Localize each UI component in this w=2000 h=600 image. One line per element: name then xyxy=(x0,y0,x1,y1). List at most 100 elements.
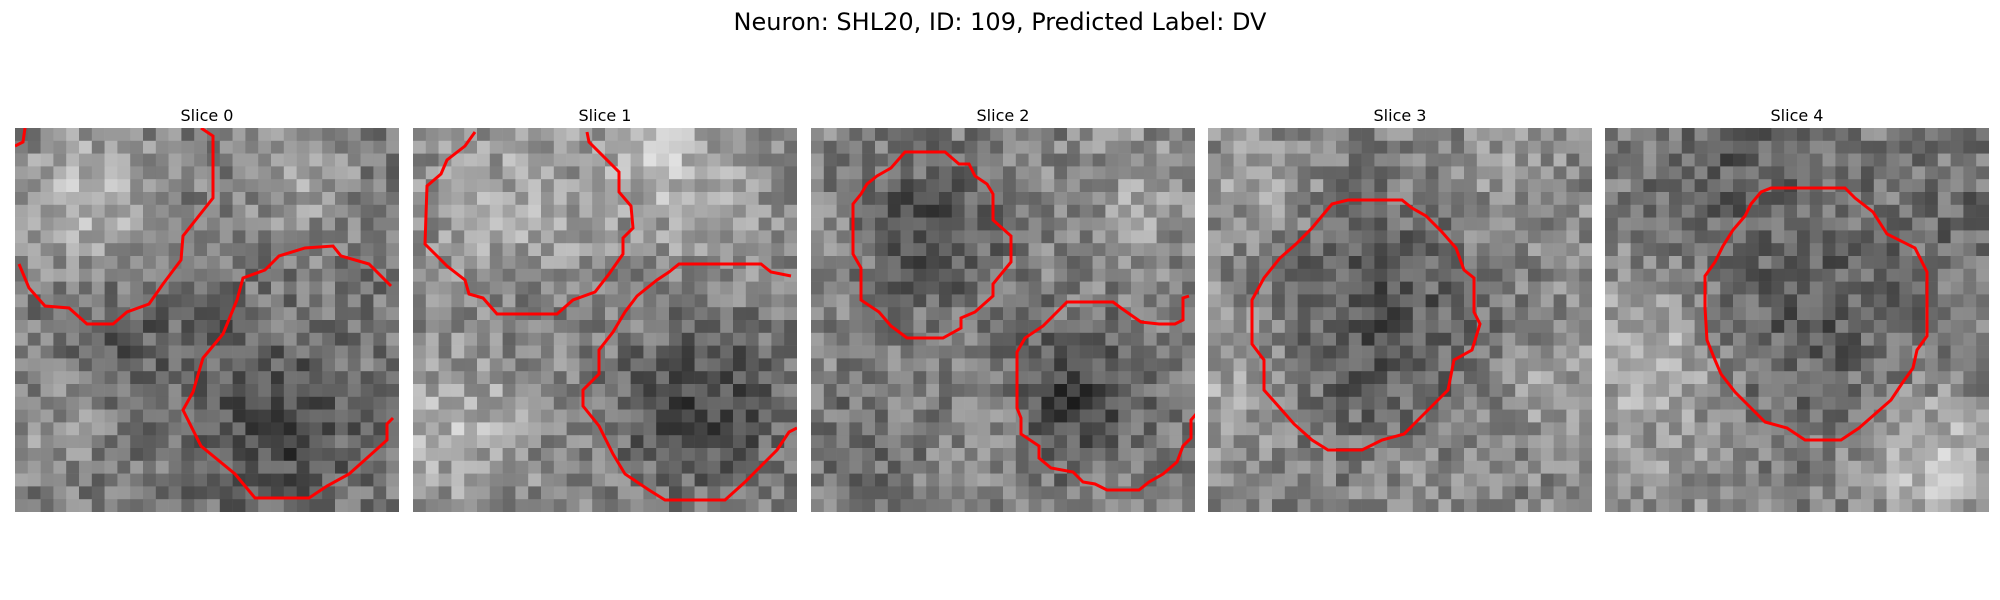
image-pixel xyxy=(1451,166,1465,180)
image-pixel xyxy=(1118,371,1132,385)
image-pixel xyxy=(1156,486,1170,500)
image-pixel xyxy=(926,435,940,449)
image-pixel xyxy=(900,307,914,321)
image-pixel xyxy=(1720,499,1734,512)
image-pixel xyxy=(207,499,221,512)
image-pixel xyxy=(1092,128,1106,142)
image-pixel xyxy=(1797,153,1811,167)
image-pixel xyxy=(104,166,118,180)
image-pixel xyxy=(1272,166,1286,180)
image-pixel xyxy=(1451,460,1465,474)
image-pixel xyxy=(1208,486,1222,500)
image-pixel xyxy=(579,320,593,334)
image-pixel xyxy=(862,268,876,282)
image-pixel xyxy=(1694,332,1708,346)
image-pixel xyxy=(592,473,606,487)
image-pixel xyxy=(1015,294,1029,308)
image-pixel xyxy=(1476,473,1490,487)
image-pixel xyxy=(168,473,182,487)
image-pixel xyxy=(1092,217,1106,231)
image-pixel xyxy=(1336,243,1350,257)
image-pixel xyxy=(862,345,876,359)
image-pixel xyxy=(245,358,259,372)
image-pixel xyxy=(155,460,169,474)
image-pixel xyxy=(875,140,889,154)
image-pixel xyxy=(1412,409,1426,423)
image-pixel xyxy=(1220,435,1234,449)
image-pixel xyxy=(630,384,644,398)
image-pixel xyxy=(181,345,195,359)
image-pixel xyxy=(1848,486,1862,500)
image-pixel xyxy=(553,409,567,423)
image-pixel xyxy=(271,166,285,180)
image-pixel xyxy=(1259,499,1273,512)
image-pixel xyxy=(1899,435,1913,449)
image-pixel xyxy=(720,217,734,231)
image-pixel xyxy=(219,166,233,180)
image-pixel xyxy=(1515,358,1529,372)
image-pixel xyxy=(887,256,901,270)
image-pixel xyxy=(258,166,272,180)
image-pixel xyxy=(271,281,285,295)
image-pixel xyxy=(464,358,478,372)
image-pixel xyxy=(951,435,965,449)
image-pixel xyxy=(1272,140,1286,154)
image-pixel xyxy=(40,409,54,423)
image-pixel xyxy=(1079,281,1093,295)
image-pixel xyxy=(1515,473,1529,487)
image-pixel xyxy=(1323,153,1337,167)
image-pixel xyxy=(1476,332,1490,346)
image-pixel xyxy=(836,153,850,167)
image-pixel xyxy=(155,422,169,436)
image-pixel xyxy=(1041,256,1055,270)
image-pixel xyxy=(168,217,182,231)
image-pixel xyxy=(1348,179,1362,193)
image-pixel xyxy=(1028,140,1042,154)
image-pixel xyxy=(707,409,721,423)
image-pixel xyxy=(605,128,619,142)
image-pixel xyxy=(862,460,876,474)
image-pixel xyxy=(745,243,759,257)
image-pixel xyxy=(836,179,850,193)
image-pixel xyxy=(977,345,991,359)
image-pixel xyxy=(1272,384,1286,398)
image-pixel xyxy=(1233,320,1247,334)
image-pixel xyxy=(926,345,940,359)
image-pixel xyxy=(1886,422,1900,436)
image-pixel xyxy=(1540,217,1554,231)
image-pixel xyxy=(1937,243,1951,257)
image-pixel xyxy=(489,320,503,334)
image-pixel xyxy=(1131,409,1145,423)
image-pixel xyxy=(413,409,427,423)
image-pixel xyxy=(1272,448,1286,462)
image-pixel xyxy=(553,268,567,282)
image-pixel xyxy=(79,166,93,180)
image-pixel xyxy=(1630,320,1644,334)
image-pixel xyxy=(1515,153,1529,167)
image-pixel xyxy=(66,217,80,231)
image-pixel xyxy=(1118,499,1132,512)
image-pixel xyxy=(1963,409,1977,423)
image-pixel xyxy=(283,448,297,462)
image-pixel xyxy=(373,460,387,474)
image-pixel xyxy=(862,486,876,500)
image-pixel xyxy=(1131,256,1145,270)
image-pixel xyxy=(258,460,272,474)
image-pixel xyxy=(1400,345,1414,359)
slice-image xyxy=(1208,128,1592,512)
image-pixel xyxy=(887,281,901,295)
image-pixel xyxy=(1797,332,1811,346)
image-pixel xyxy=(1617,435,1631,449)
image-pixel xyxy=(1143,486,1157,500)
image-pixel xyxy=(720,281,734,295)
image-pixel xyxy=(1515,448,1529,462)
image-pixel xyxy=(617,281,631,295)
image-pixel xyxy=(451,499,465,512)
image-pixel xyxy=(1067,204,1081,218)
image-pixel xyxy=(1015,268,1029,282)
image-pixel xyxy=(1540,345,1554,359)
image-pixel xyxy=(1272,307,1286,321)
image-pixel xyxy=(27,243,41,257)
image-pixel xyxy=(1156,204,1170,218)
image-pixel xyxy=(373,243,387,257)
